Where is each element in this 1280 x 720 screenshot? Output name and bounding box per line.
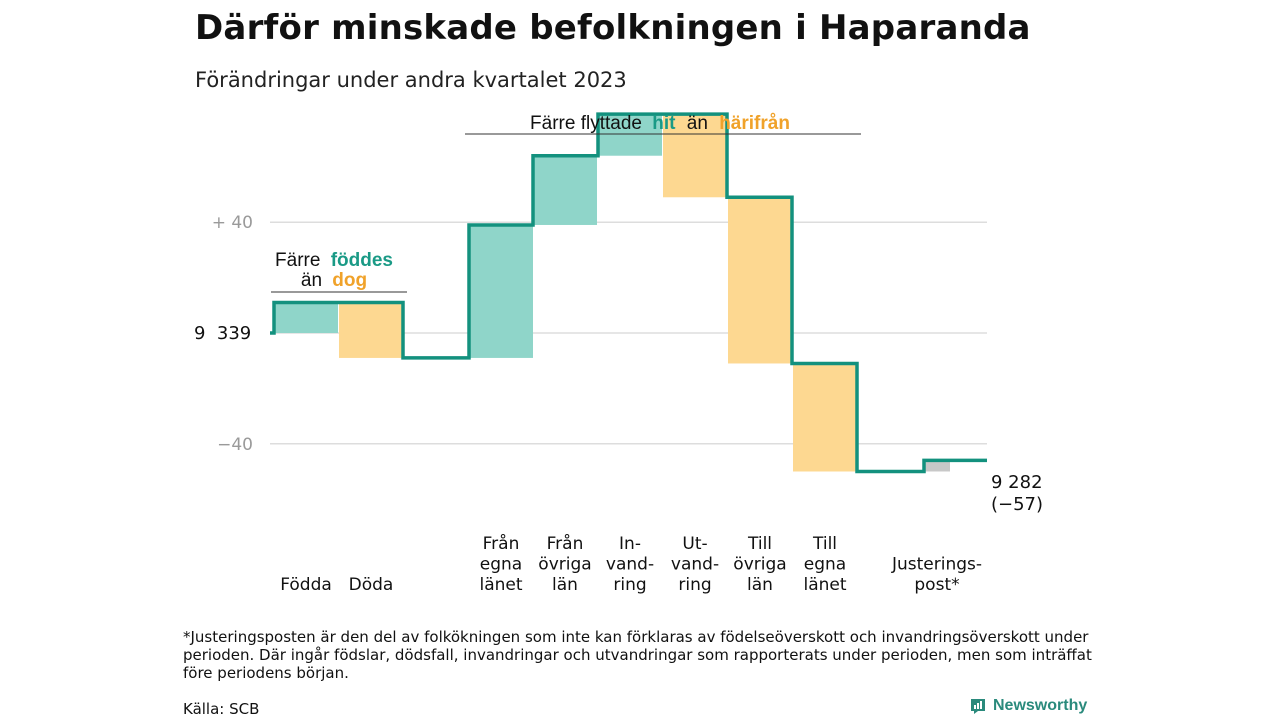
births-annotation-text2: än xyxy=(301,270,322,291)
x-label-line: länet xyxy=(803,575,846,595)
migration-annotation-highlight2: härifrån xyxy=(719,113,790,134)
bar-4 xyxy=(533,155,597,225)
x-label-line: Från xyxy=(483,533,520,554)
x-label-line: In- xyxy=(619,534,641,554)
cumulative-step-line xyxy=(270,112,987,474)
births-annotation-line1: Färre föddes xyxy=(275,250,393,271)
bar-8 xyxy=(793,363,857,472)
births-annotation-highlight: föddes xyxy=(331,250,393,271)
x-label-line: Döda xyxy=(349,575,394,595)
migration-annotation: Färre flyttade hit än härifrån xyxy=(530,113,790,134)
x-label-line: övriga xyxy=(538,555,591,575)
x-label-line: länet xyxy=(479,575,522,595)
brand-logo: Newsworthy xyxy=(969,697,1087,715)
x-label-line: län xyxy=(747,575,773,595)
footnote: *Justeringsposten är den del av folkökni… xyxy=(183,628,1092,682)
x-label-line: ring xyxy=(613,575,646,595)
births-annotation-text: Färre xyxy=(275,250,320,271)
start-value-label: 9 339 xyxy=(194,323,251,344)
migration-annotation-prefix: Färre flyttade xyxy=(530,113,642,134)
births-annotation-line2: än dog xyxy=(301,270,367,291)
bar-1 xyxy=(274,302,338,333)
x-label-line: egna xyxy=(804,555,846,575)
x-label-line: Till xyxy=(747,534,772,554)
migration-annotation-highlight1: hit xyxy=(652,113,676,134)
y-tick-label: −40 xyxy=(217,435,253,455)
x-label-5: In-vand-ring xyxy=(606,534,654,595)
y-tick-label: + 40 xyxy=(212,213,253,233)
chart-title: Därför minskade befolkningen i Haparanda xyxy=(195,8,1031,48)
x-label-4: Från övriga län xyxy=(538,533,591,595)
x-label-line: Födda xyxy=(280,575,332,595)
y-axis: + 40 −40 xyxy=(212,213,253,455)
x-label-line: vand- xyxy=(606,555,654,575)
bar-6 xyxy=(663,114,727,198)
source-label: Källa: SCB xyxy=(183,700,260,718)
x-label-line: egna xyxy=(480,555,522,575)
x-label-line: Ut- xyxy=(682,534,707,554)
x-label-3: Från egna länet xyxy=(479,533,522,595)
brand-name: Newsworthy xyxy=(993,697,1088,714)
migration-annotation-middle: än xyxy=(687,113,708,134)
x-label-line: övriga xyxy=(733,555,786,575)
births-annotation-highlight2: dog xyxy=(332,270,367,291)
x-label-2: Döda xyxy=(349,575,394,595)
x-label-line: post* xyxy=(914,575,959,595)
bar-5 xyxy=(598,114,662,156)
end-value-label: 9 282 xyxy=(991,472,1043,493)
x-label-line: Till xyxy=(812,534,837,554)
x-label-9: Justerings-post* xyxy=(891,555,982,596)
x-label-line: län xyxy=(552,575,578,595)
x-label-1: Födda xyxy=(280,575,332,595)
x-label-line: Från xyxy=(547,533,584,554)
chart-subtitle: Förändringar under andra kvartalet 2023 xyxy=(195,68,627,92)
x-label-line: vand- xyxy=(671,555,719,575)
annotations: Färre föddes än dog Färre flyttade hit ä… xyxy=(271,113,861,293)
bar-3 xyxy=(469,224,533,358)
bars xyxy=(274,114,950,472)
x-label-line: ring xyxy=(678,575,711,595)
x-label-6: Ut-vand-ring xyxy=(671,534,719,595)
x-label-line: Justerings- xyxy=(891,555,982,575)
x-label-8: Till egna länet xyxy=(803,534,846,595)
bar-2 xyxy=(339,302,403,358)
newsworthy-logo-icon xyxy=(971,699,985,714)
value-labels: 9 339 9 282 (−57) xyxy=(194,323,1043,515)
end-change-label: (−57) xyxy=(991,494,1043,515)
bar-9 xyxy=(924,460,950,472)
x-label-7: Till övriga län xyxy=(733,534,786,595)
bar-7 xyxy=(728,197,792,364)
step-line-group xyxy=(270,112,987,474)
